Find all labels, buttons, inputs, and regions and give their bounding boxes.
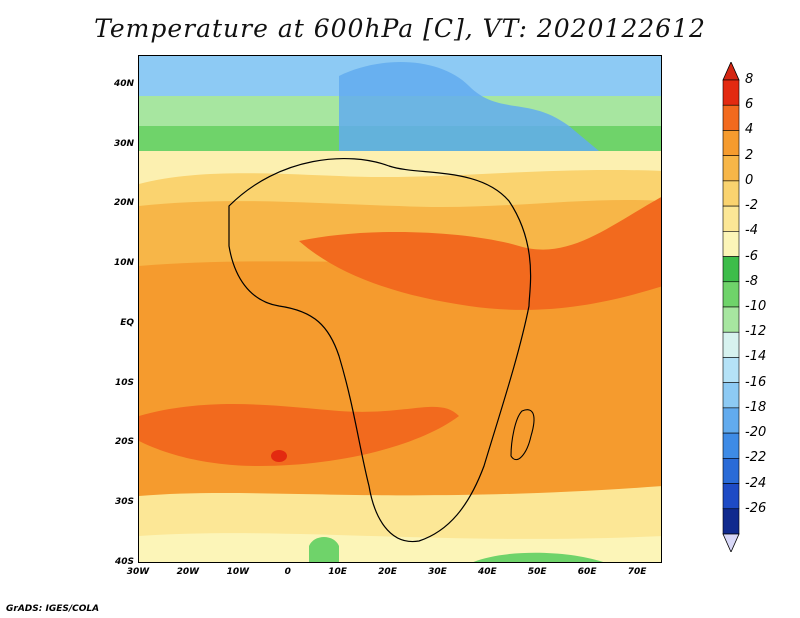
lat-tick-label: 10S	[114, 377, 134, 388]
colorbar-swatch	[722, 382, 740, 409]
lat-tick-label: 20S	[114, 437, 134, 448]
temperature-field-map	[139, 56, 661, 562]
lat-tick-label: 30S	[114, 497, 134, 508]
colorbar-tick-label: -24	[745, 475, 767, 491]
colorbar-swatch	[722, 79, 740, 106]
lon-tick-label: 60E	[577, 567, 597, 577]
colorbar-tick-label: -18	[745, 399, 767, 415]
colorbar-tick-label: -2	[745, 198, 758, 214]
lat-tick-label: EQ	[120, 317, 134, 328]
lon-tick-label: 10W	[226, 567, 250, 577]
colorbar-tick-label: -4	[745, 223, 758, 239]
colorbar-swatch	[722, 432, 740, 459]
colorbar-tick-label: -16	[745, 374, 767, 390]
chart-title: Temperature at 600hPa [C], VT: 202012261…	[94, 14, 706, 43]
colorbar-swatch	[722, 281, 740, 308]
lon-tick-label: 10E	[328, 567, 347, 577]
colorbar-swatch	[722, 483, 740, 510]
colorbar	[722, 62, 740, 552]
lat-tick-label: 10N	[113, 258, 134, 269]
colorbar-tick-label: 4	[745, 122, 754, 138]
colorbar-swatch	[722, 231, 740, 257]
colorbar-tick-label: -26	[745, 500, 767, 516]
lon-tick-label: 30W	[126, 567, 150, 577]
colorbar-swatch	[722, 180, 740, 207]
colorbar-swatch	[722, 357, 740, 383]
lat-tick-label: 20N	[113, 198, 134, 209]
lon-tick-label: 20W	[176, 567, 200, 577]
lon-tick-label: 0	[284, 567, 291, 577]
lon-tick-label: 30E	[428, 567, 447, 577]
lat-tick-label: 40N	[113, 78, 134, 89]
colorbar-swatch	[722, 331, 740, 358]
colorbar-swatch	[722, 508, 740, 535]
colorbar-tick-label: 6	[745, 97, 754, 113]
colorbar-tick-label: -6	[745, 248, 758, 264]
colorbar-swatch	[722, 407, 740, 434]
colorbar-min-arrow	[722, 533, 740, 552]
map-plot-area	[138, 55, 662, 563]
credit-text: GrADS: IGES/COLA	[6, 604, 100, 614]
lat-tick-label: 40S	[114, 557, 134, 567]
colorbar-swatch	[722, 205, 740, 232]
lon-tick-label: 40E	[477, 567, 497, 577]
lon-tick-label: 70E	[627, 567, 647, 577]
colorbar-tick-label: 2	[745, 147, 754, 163]
colorbar-tick-label: -14	[745, 349, 767, 365]
colorbar-tick-label: -10	[745, 299, 767, 314]
colorbar-tick-label: 0	[745, 172, 754, 188]
colorbar-tick-label: -22	[745, 450, 767, 466]
colorbar-swatch	[722, 104, 740, 131]
lon-tick-label: 50E	[527, 567, 547, 577]
colorbar-swatch	[722, 155, 740, 182]
colorbar-swatch	[722, 306, 740, 333]
colorbar-swatch	[722, 458, 740, 484]
lon-tick-label: 20E	[378, 567, 397, 577]
colorbar-tick-label: -12	[745, 324, 767, 340]
colorbar-tick-label: 8	[745, 72, 754, 87]
colorbar-swatch	[722, 130, 740, 156]
colorbar-tick-label: -20	[745, 425, 767, 441]
colorbar-tick-label: -8	[745, 273, 758, 289]
colorbar-swatch	[722, 256, 740, 283]
colorbar-max-arrow	[722, 62, 740, 81]
lat-tick-label: 30N	[113, 138, 134, 149]
